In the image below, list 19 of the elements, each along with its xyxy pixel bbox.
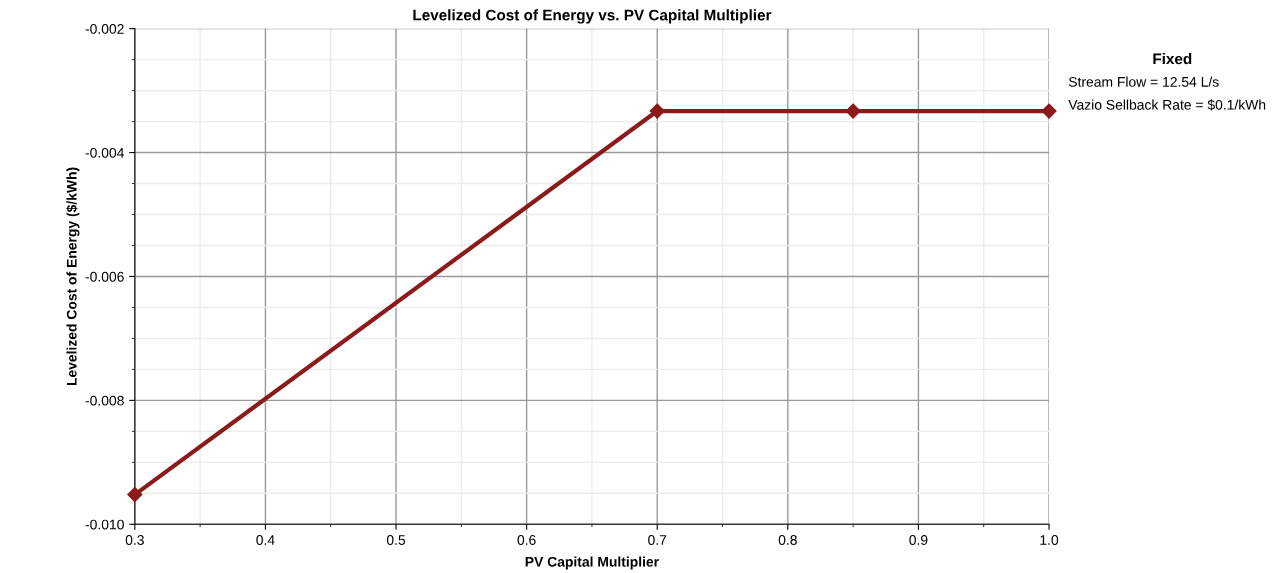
x-tick-label: 0.5 (386, 535, 406, 545)
x-tick-label: 0.6 (517, 535, 536, 545)
y-tick-label: -0.008 (85, 395, 124, 406)
x-tick-label: 0.3 (125, 535, 144, 545)
text: Fixed (1153, 53, 1192, 65)
x-tick-label: 0.4 (256, 535, 275, 545)
y-tick-label: -0.002 (85, 23, 124, 34)
x-tick-label: 0.9 (909, 535, 928, 545)
y-tick-label: -0.004 (85, 147, 124, 158)
x-tick-label: 0.7 (648, 535, 667, 545)
x-tick-label: 0.8 (778, 535, 797, 545)
chart-title: Levelized Cost of Energy vs. PV Capital Multiplier (413, 9, 772, 24)
y-tick-label: -0.006 (85, 271, 124, 282)
text: Vazio Sellback Rate = $0.1/kWh (1068, 99, 1266, 111)
y-tick-label: -0.010 (85, 519, 124, 530)
text: Stream Flow = 12.54 L/s (1068, 76, 1219, 87)
x-tick-label: 1.0 (1040, 535, 1059, 545)
x-axis-title: PV Capital Multiplier (525, 556, 659, 570)
y-axis-title: Levelized Cost of Energy ($/kWh) (66, 167, 80, 386)
